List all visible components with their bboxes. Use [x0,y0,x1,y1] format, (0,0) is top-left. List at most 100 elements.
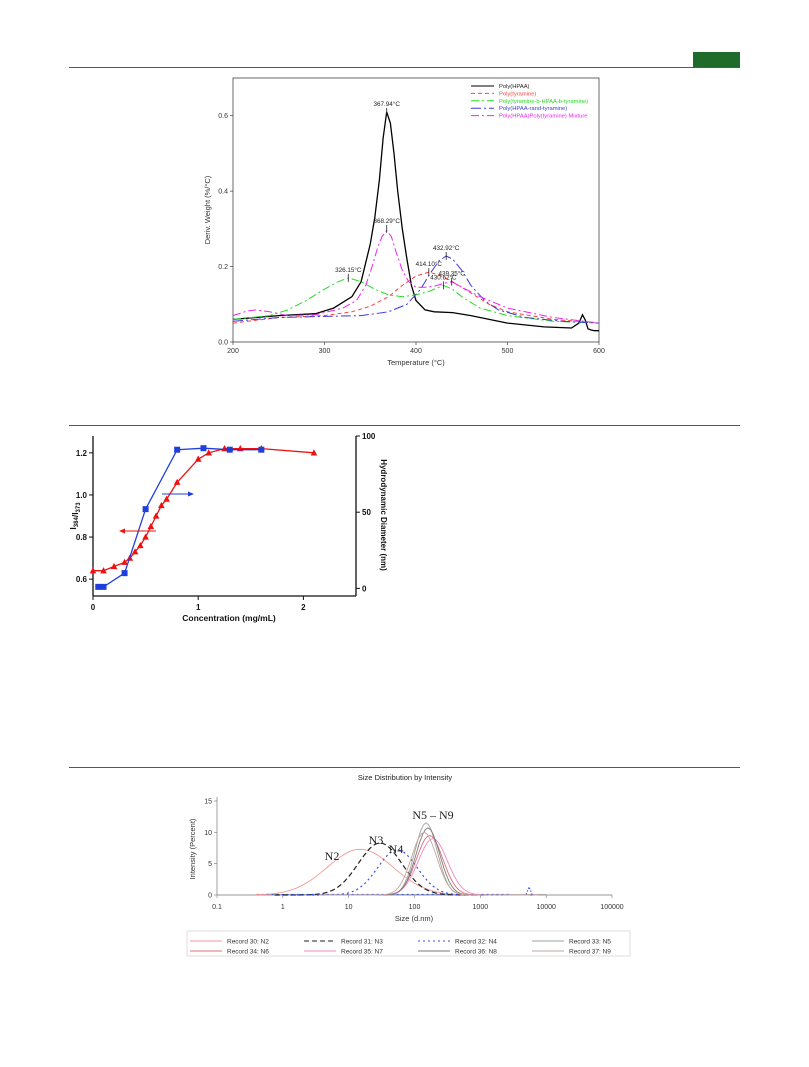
pyrene-left-tick-label: 1.0 [76,491,88,500]
dls-annotation-n2: N2 [325,849,340,863]
tga-series-line-2 [232,271,600,324]
section-divider-1 [69,425,740,426]
dls-artifact-peak [525,885,533,895]
pyrene-right-tick-label: 50 [362,508,371,517]
pyrene-square-marker [121,570,128,577]
tga-peak-label: 368.29°C [374,217,401,225]
left-axis-arrow-head [119,528,125,534]
tga-peak-label: 326.15°C [335,266,362,274]
tga-y-tick-label: 0.0 [218,340,228,347]
tga-legend-label: Poly(HPAA-rand-tyramine) [499,106,567,112]
pyrene-right-axis-label: Hydrodynamic Diameter (nm) [379,459,388,571]
pyrene-triangle-marker [110,562,118,570]
dls-y-tick-label: 15 [204,799,212,806]
dls-y-tick-label: 10 [204,830,212,837]
tga-x-tick-label: 400 [410,348,422,355]
pyrene-triangle-marker [142,533,149,540]
tga-series-line-5 [232,229,600,324]
dls-x-tick-label: 10000 [536,904,556,911]
dls-title: Size Distribution by Intensity [358,773,452,782]
pyrene-square-marker [95,583,102,590]
tga-peak-label: 414.10°C [416,260,443,268]
pyrene-triangle-marker [194,455,202,462]
dls-legend-label: Record 36: N8 [455,949,497,956]
pyrene-right-tick-label: 100 [362,432,376,441]
pyrene-square-marker [174,446,181,453]
page-header-rule [69,67,740,68]
tga-x-tick-label: 300 [319,348,331,355]
dls-legend-box [186,930,631,957]
tga-y-tick-label: 0.4 [218,189,228,196]
dls-legend-label: Record 34: N6 [227,949,269,956]
pyrene-left-tick-label: 1.2 [76,449,88,458]
pyrene-triangle-marker [163,495,170,502]
tga-legend-label: Poly(HPAA) [499,84,530,90]
tga-series-line-4 [232,255,600,324]
dls-annotation-n3: N3 [369,833,384,847]
dls-y-axis-label: Intensity (Percent) [188,818,197,879]
dls-legend-label: Record 32: N4 [455,939,497,946]
right-axis-arrow-head [188,491,194,497]
dls-series-curve-8 [318,831,530,896]
dls-x-tick-label: 100 [409,904,421,911]
pyrene-square-marker [226,446,233,453]
pyrene-left-axis-label: I384/I373 [68,502,82,530]
dls-y-tick-label: 5 [208,861,212,868]
pyrene-left-tick-label: 0.6 [76,575,88,584]
pyrene-triangle-marker [121,558,128,565]
pyrene-triangle-marker [173,478,181,485]
tga-peak-label: 367.94°C [374,100,401,108]
pyrene-square-marker [200,445,207,452]
dls-series-curve-1 [254,848,466,896]
tga-series-line-1 [232,111,599,332]
dls-legend-label: Record 30: N2 [227,939,269,946]
pyrene-triangle-marker [205,449,213,456]
pyrene-series-line-2 [98,447,262,588]
pyrene-square-marker [258,446,265,453]
pyrene-triangle-marker [147,522,155,530]
dls-x-axis-label: Size (d.nm) [395,914,434,923]
pyrene-x-tick-label: 0 [91,603,96,612]
tga-peak-label: 439.35°C [439,270,466,278]
pyrene-square-marker [142,506,149,513]
pyrene-triangle-marker [158,501,165,509]
dls-x-tick-label: 10 [345,904,353,911]
tga-x-tick-label: 600 [593,348,605,355]
tga-series-line-3 [232,277,600,324]
tga-legend-label: Poly(tyramine) [499,91,536,97]
pyrene-triangle-marker [131,548,139,555]
dls-legend-label: Record 37: N9 [569,949,611,956]
dls-series-curve-2 [274,842,486,896]
tga-y-tick-label: 0.2 [218,264,228,271]
dls-annotation-n5-n9: N5 – N9 [412,808,453,822]
pyrene-triangle-marker [152,512,160,519]
tga-x-tick-label: 200 [227,348,239,355]
pyrene-x-tick-label: 2 [301,603,306,612]
dls-x-tick-label: 0.1 [212,904,222,911]
section-badge [693,52,740,67]
pyrene-triangle-marker [89,567,97,574]
dls-annotation-n4: N4 [389,842,404,856]
pyrene-triangle-marker [310,449,318,456]
tga-x-tick-label: 500 [502,348,514,355]
tga-y-axis-label: Deriv. Weight (%/°C) [203,175,212,244]
dls-x-tick-label: 100000 [600,904,623,911]
tga-peak-label: 432.92°C [433,244,460,252]
tga-legend-label: Poly(HPAA)Poly(tyramine) Mixture [499,114,587,120]
section-divider-2 [69,767,740,768]
tga-x-axis-label: Temperature (°C) [387,358,445,367]
dls-series-curve-5 [324,835,535,896]
dls-legend-label: Record 31: N3 [341,939,383,946]
pyrene-triangle-marker [137,541,144,549]
dls-x-tick-label: 1 [281,904,285,911]
dls-series-curve-7 [322,827,534,896]
pyrene-right-tick-label: 0 [362,584,367,593]
pyrene-left-tick-label: 0.8 [76,533,88,542]
pyrene-x-tick-label: 1 [196,603,201,612]
pyrene-x-axis-label: Concentration (mg/mL) [182,613,276,623]
dls-legend-label: Record 35: N7 [341,949,383,956]
dls-x-tick-label: 1000 [473,904,489,911]
